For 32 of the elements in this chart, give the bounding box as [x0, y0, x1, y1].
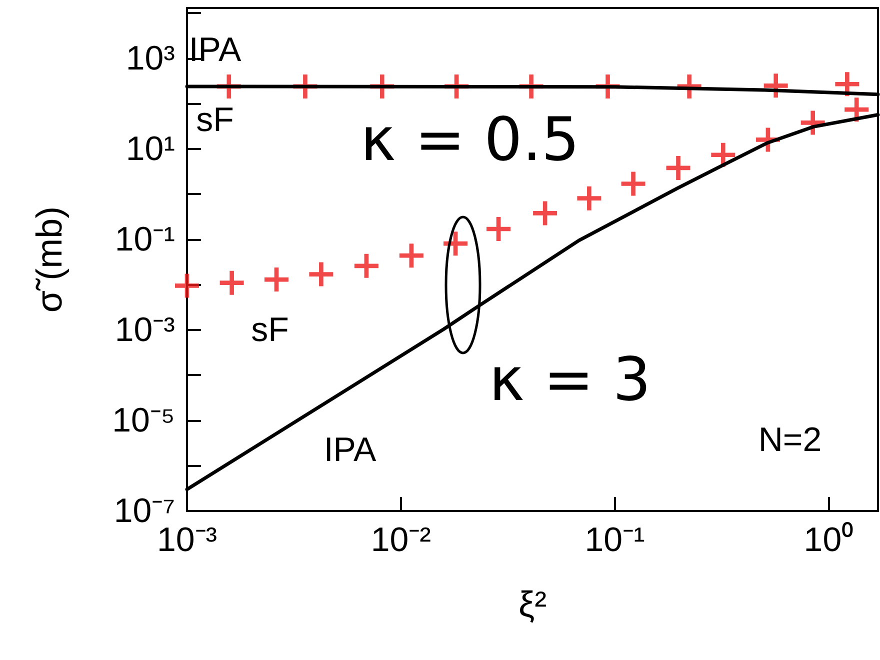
- point: [621, 172, 646, 196]
- point: [175, 274, 199, 298]
- y-tick-label: 10³: [126, 39, 175, 78]
- annotation: sF: [196, 101, 234, 139]
- annotation: IPA: [324, 431, 376, 469]
- point: [844, 98, 869, 122]
- annotation: IPA: [188, 31, 242, 69]
- y-tick-label: 10¹: [126, 130, 175, 168]
- point: [711, 142, 736, 167]
- annotation: κ = 3: [489, 345, 651, 415]
- y-tick-label: 10⁻¹: [114, 220, 175, 258]
- y-tick-label: 10⁻³: [114, 310, 175, 349]
- point: [309, 262, 334, 286]
- point: [220, 270, 244, 295]
- x-tick-label: 10⁻¹: [584, 521, 645, 559]
- point: [399, 244, 424, 268]
- annotation: N=2: [758, 421, 822, 459]
- point: [666, 156, 690, 180]
- x-tick-label: 10⁰: [804, 521, 854, 559]
- point: [354, 254, 378, 278]
- annotation: κ = 0.5: [360, 105, 580, 175]
- y-tick-label: 10⁻⁵: [112, 401, 175, 440]
- point: [444, 232, 468, 256]
- x-tick-label: 10⁻³: [156, 521, 218, 559]
- x-axis-title: ξ²: [518, 584, 547, 624]
- x-tick-label: 10⁻²: [370, 521, 431, 559]
- point: [533, 201, 558, 226]
- y-axis-title: σ̃ (mb): [28, 206, 70, 313]
- point: [264, 268, 288, 292]
- point: [577, 186, 602, 210]
- point: [486, 217, 511, 242]
- annotation: sF: [251, 311, 289, 349]
